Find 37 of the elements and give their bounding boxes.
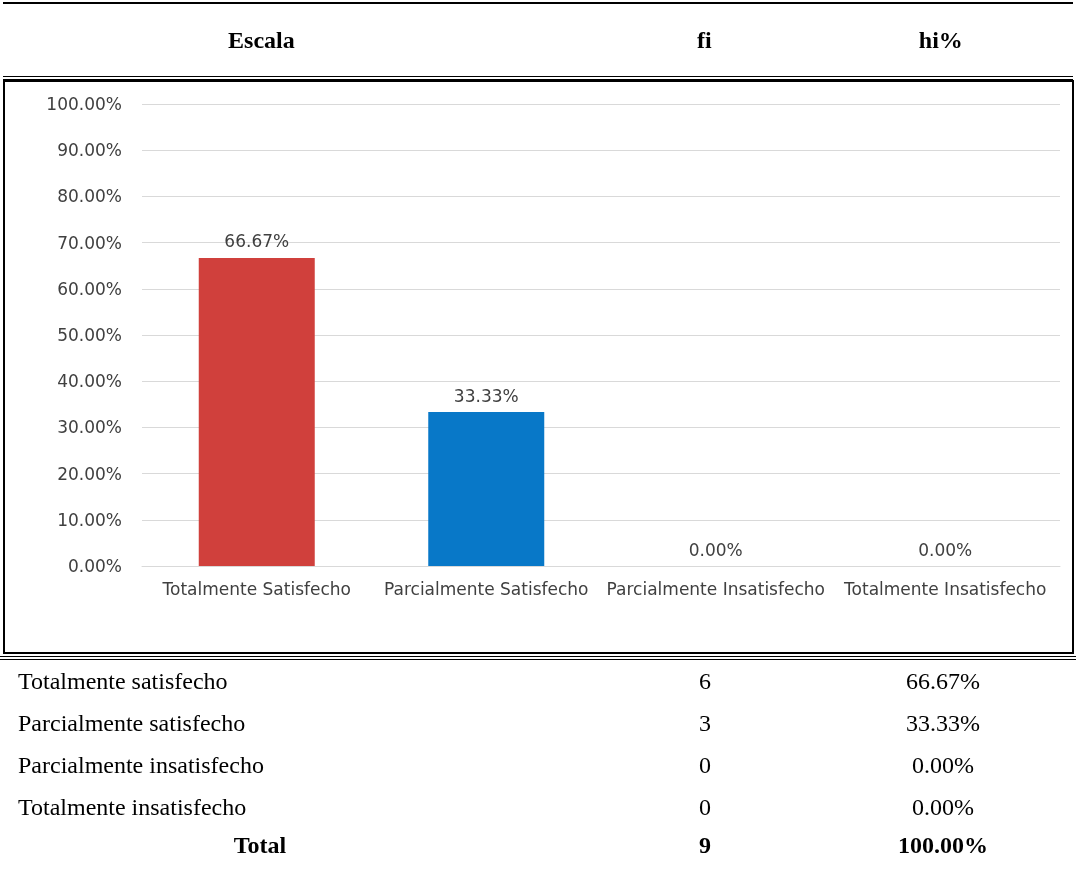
x-tick-label: Totalmente Insatisfecho [843,579,1047,599]
y-tick-label: 40.00% [57,371,122,392]
x-tick-label: Totalmente Satisfecho [161,579,351,599]
y-tick-label: 10.00% [57,509,122,530]
text: 6 [698,667,712,695]
text: Parcialmente insatisfecho [17,751,265,779]
text: fi [695,26,713,54]
text: 100.00% [897,831,989,859]
data-label: 0.00% [918,539,973,560]
y-tick-label: 90.00% [57,140,122,161]
y-tick-label: 80.00% [57,186,122,207]
data-label: 66.67% [224,231,290,252]
text: Totalmente satisfecho [17,667,229,695]
text: 3 [698,709,712,737]
y-tick-label: 50.00% [57,325,122,345]
x-tick-label: Parcialmente Satisfecho [384,579,589,599]
text: 66.67% [905,667,981,695]
y-tick-label: 0.00% [67,556,122,576]
x-tick-label: Parcialmente Insatisfecho [606,579,825,599]
text: Totalmente insatisfecho [17,793,248,821]
y-tick-label: 100.00% [46,94,122,114]
text: 0.00% [911,793,975,821]
y-tick-label: 60.00% [57,278,122,299]
y-tick-label: 30.00% [57,417,122,438]
data-label: 0.00% [688,539,743,560]
y-tick-label: 70.00% [57,232,122,253]
text: 0 [698,751,712,779]
text: Total [232,831,288,859]
text: 0.00% [911,751,975,779]
text: hi% [917,26,964,54]
y-tick-label: 20.00% [57,463,122,484]
text: 33.33% [905,709,981,737]
text: Escala [227,26,296,54]
data-label: 33.33% [453,385,519,406]
text: Parcialmente satisfecho [17,709,247,737]
text: 0 [698,793,712,821]
text: 9 [698,831,712,859]
